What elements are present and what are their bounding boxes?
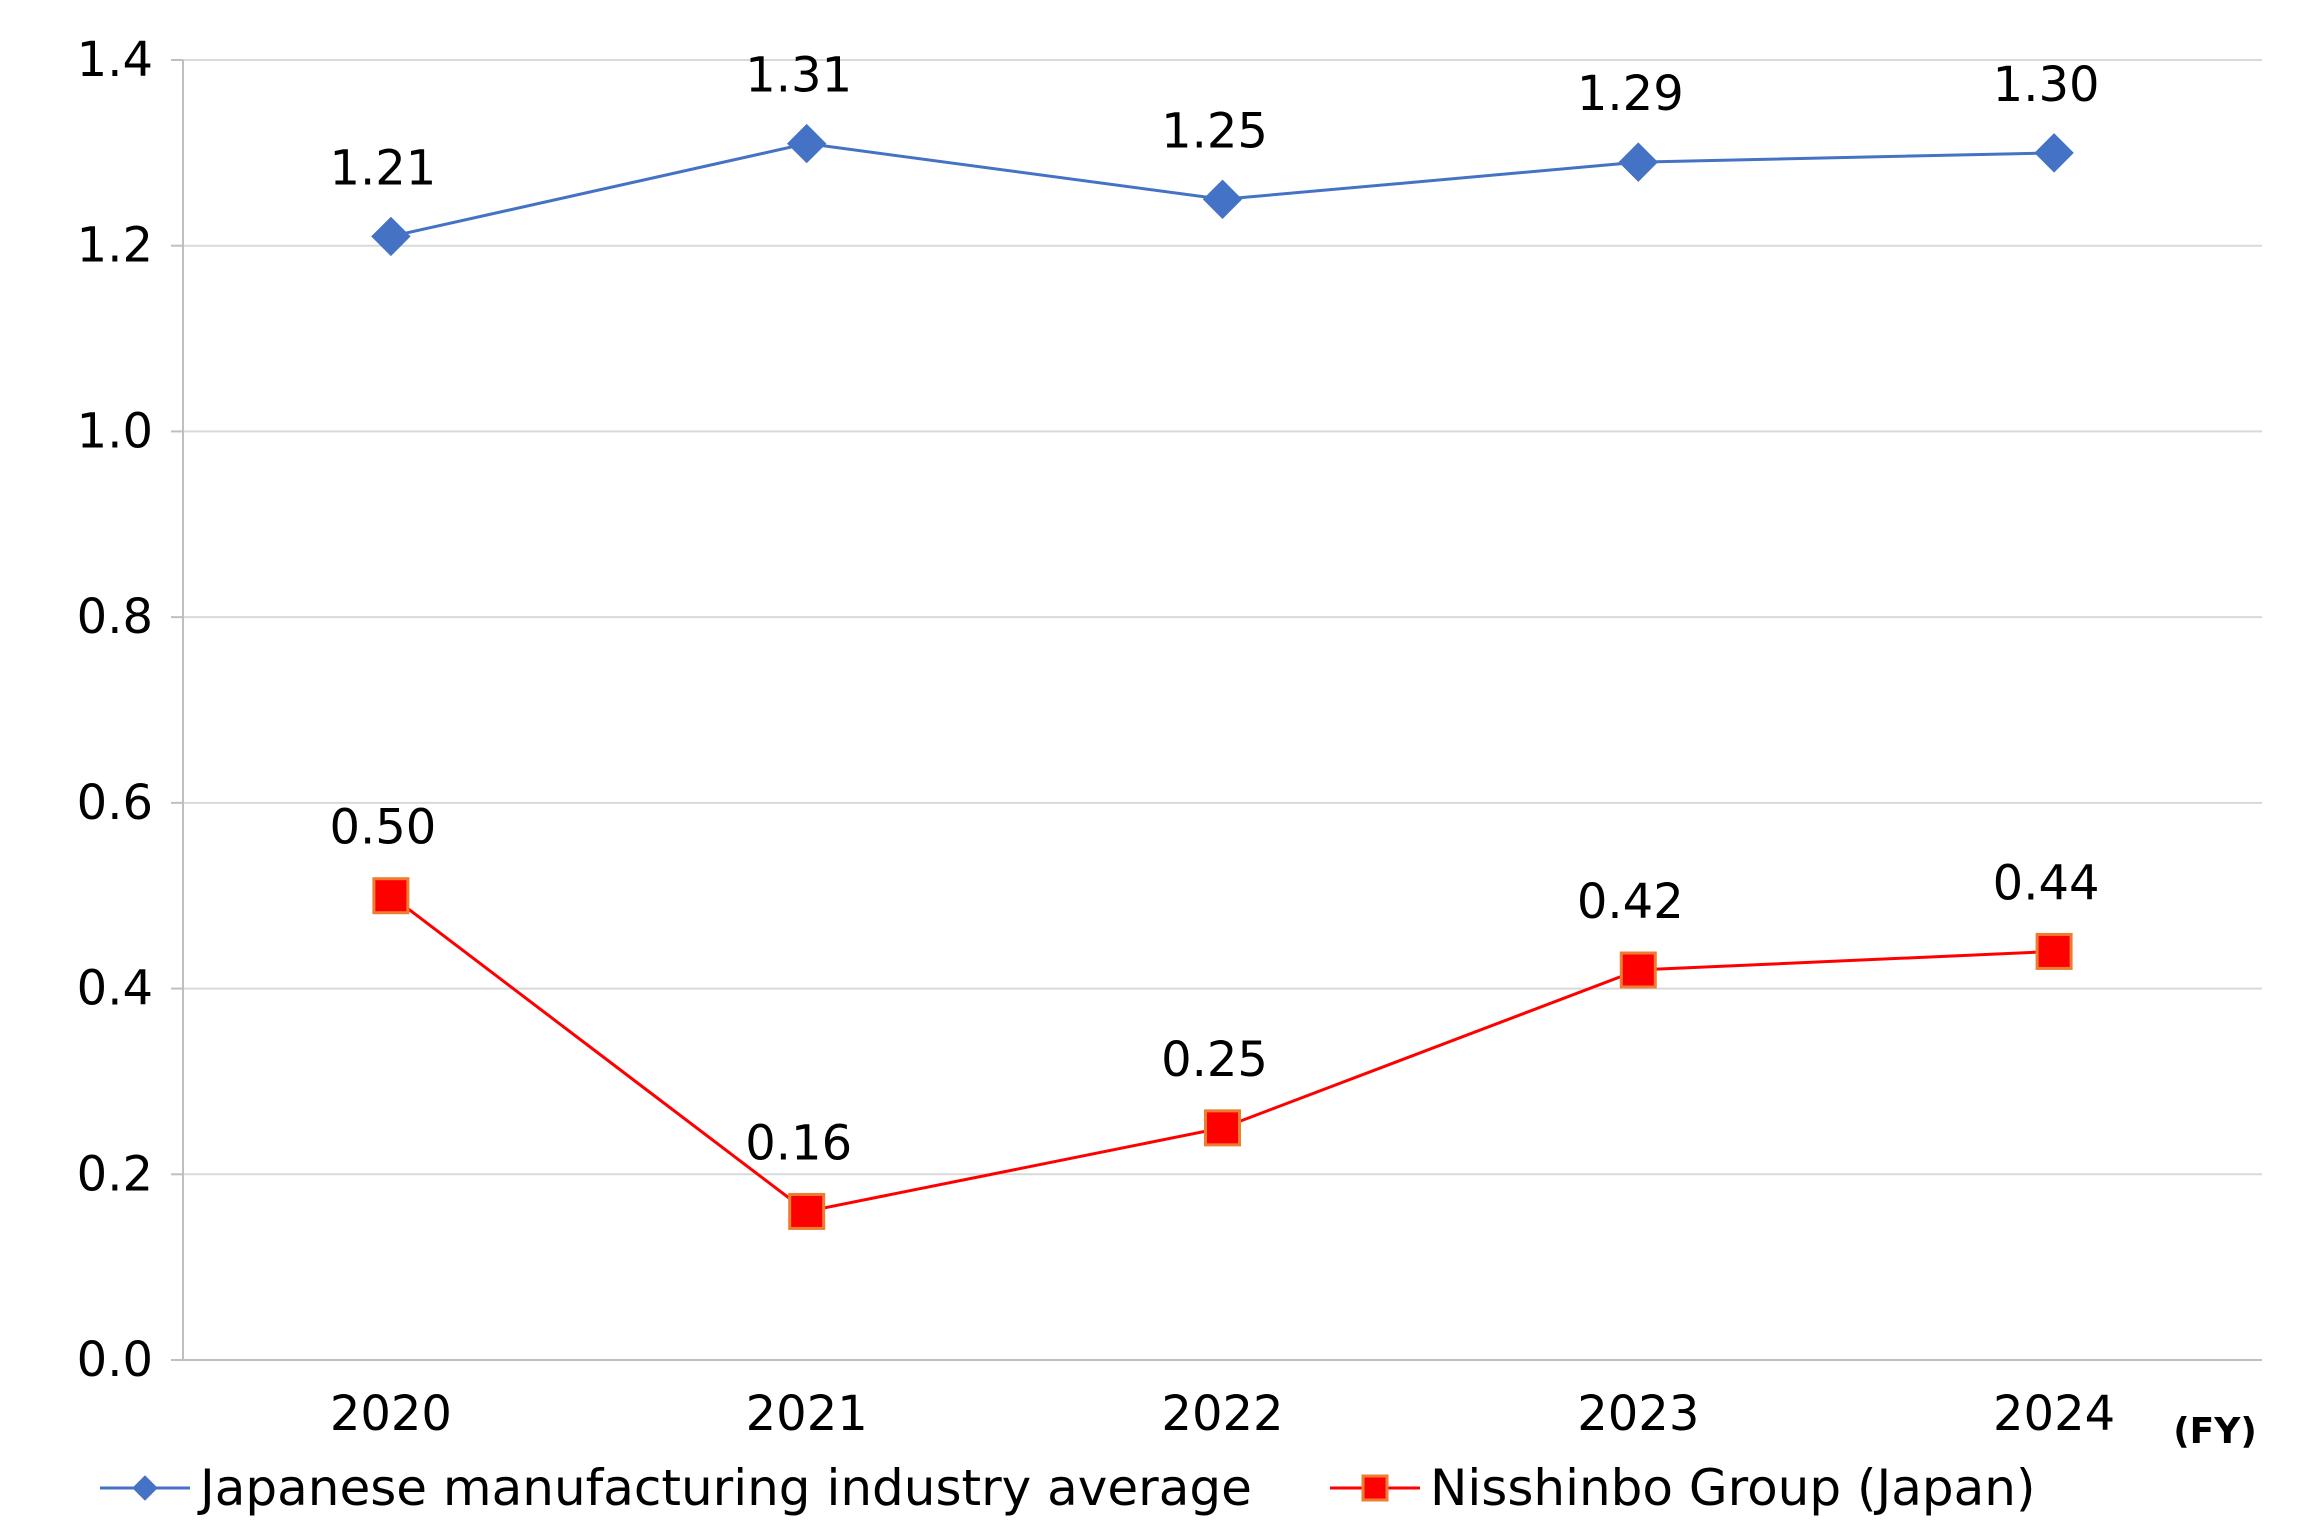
series [371, 123, 2074, 1230]
y-tick-label: 0.2 [77, 1146, 153, 1202]
data-label: 0.25 [1161, 1032, 1268, 1088]
data-label: 0.42 [1577, 874, 1684, 930]
x-tick-label: 2021 [746, 1386, 868, 1442]
legend-marker [1361, 1474, 1389, 1502]
data-label: 1.21 [329, 140, 436, 196]
y-tick-label: 0.8 [77, 589, 153, 645]
y-tick-label: 0.6 [77, 775, 153, 831]
data-label: 1.25 [1161, 103, 1268, 159]
data-label: 1.31 [745, 48, 852, 104]
legend-entry: Japanese manufacturing industry average [100, 1459, 1252, 1517]
y-tick-label: 1.2 [77, 218, 153, 274]
data-point [1202, 179, 1243, 219]
axes [171, 59, 2262, 1361]
data-label: 0.16 [745, 1115, 852, 1171]
x-axis-unit-label: (FY) [2173, 1411, 2257, 1452]
data-label: 1.30 [1993, 57, 2100, 113]
data-point [2035, 932, 2073, 970]
x-tick-label: 2024 [1993, 1386, 2115, 1442]
y-axis-ticks: 0.0 0.2 0.4 0.6 0.8 1.0 1.2 1.4 [77, 32, 153, 1388]
gridlines [183, 59, 2262, 1176]
data-point [371, 216, 411, 257]
legend-label: Nisshinbo Group (Japan) [1430, 1459, 2035, 1517]
data-label: 0.50 [329, 800, 436, 856]
data-point [2034, 133, 2074, 173]
data-point [1619, 951, 1657, 989]
y-tick-label: 0.4 [77, 961, 153, 1017]
x-axis-ticks: 2020 2021 2022 2023 2024 [330, 1386, 2115, 1442]
legend: Japanese manufacturing industry average N… [100, 1459, 2035, 1517]
series-nisshinbo-group [372, 877, 2073, 1230]
legend-marker [132, 1475, 158, 1501]
data-point [372, 877, 410, 915]
x-tick-label: 2023 [1577, 1386, 1699, 1442]
x-tick-label: 2022 [1161, 1386, 1283, 1442]
y-tick-label: 1.0 [77, 403, 153, 459]
y-tick-label: 1.4 [77, 32, 153, 88]
data-point [1204, 1109, 1241, 1147]
x-tick-label: 2020 [330, 1386, 452, 1442]
data-point [786, 123, 827, 164]
legend-entry: Nisshinbo Group (Japan) [1330, 1459, 2035, 1517]
data-point [1618, 142, 1659, 182]
legend-label: Japanese manufacturing industry average [197, 1459, 1252, 1517]
data-label: 1.29 [1577, 66, 1684, 122]
data-label: 0.44 [1993, 855, 2100, 911]
data-point [788, 1192, 826, 1230]
y-tick-label: 0.0 [77, 1332, 153, 1388]
series-industry-average [371, 123, 2074, 257]
data-labels: 1.21 1.31 1.25 1.29 1.30 0.50 0.16 0.25 0.42 0.44 [329, 48, 2099, 1172]
